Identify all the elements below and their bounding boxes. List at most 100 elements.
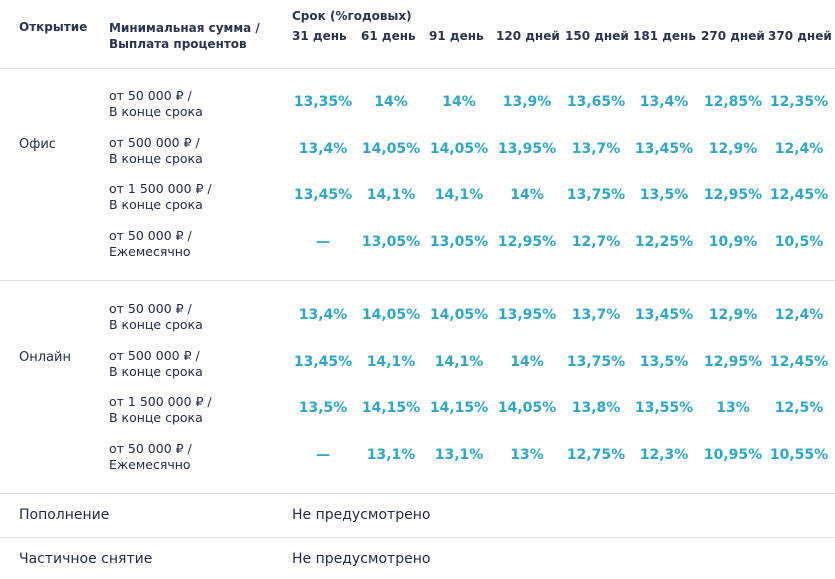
rate-cell: 14,05% (497, 400, 557, 416)
rate-cell: 14,1% (434, 353, 484, 370)
payout-type: В конце срока (109, 317, 203, 332)
term-header: 370 дней (768, 29, 832, 43)
rate-cell: 13,8% (571, 400, 621, 416)
rate-cell: 10,5% (774, 233, 824, 250)
term-header: 270 дней (701, 29, 765, 43)
rate-cell: 12,7% (571, 233, 621, 250)
payout-type: В конце срока (109, 104, 203, 119)
rate-cell: 14,1% (366, 353, 416, 370)
term-header: 61 день (361, 29, 416, 43)
rate-cell: 13,7% (571, 140, 621, 157)
rate-cell: 13,05% (429, 233, 489, 250)
rate-cell: 14,15% (429, 400, 489, 416)
rate-cell: 12,35% (769, 94, 829, 110)
partial-withdrawal-label: Частичное снятие (19, 551, 153, 567)
rate-cell: 13,4% (639, 94, 689, 110)
rate-cell: 12,95% (497, 233, 557, 250)
rate-cell: 14,1% (366, 187, 416, 203)
rate-cell: 12,95% (703, 187, 763, 203)
rate-cell: 12,45% (769, 353, 829, 370)
rate-cell: 12,85% (703, 94, 763, 110)
rate-cell: — (316, 233, 330, 250)
rate-cell: 12,25% (634, 233, 694, 250)
rate-cell: 10,95% (703, 446, 763, 463)
rate-cell: 13,65% (566, 94, 626, 110)
min-sum: от 50 000 ₽ / (109, 440, 192, 456)
payout-type: В конце срока (109, 363, 203, 379)
divider (0, 280, 835, 281)
rate-cell: 10,9% (708, 233, 758, 250)
rate-cell: 14,05% (361, 140, 421, 157)
rate-cell: 13,55% (634, 400, 694, 416)
min-sum: от 50 000 ₽ / (109, 88, 192, 103)
rate-cell: 12,4% (774, 307, 824, 323)
rate-cell: 13,45% (634, 307, 694, 323)
header-min-sum: Минимальная сумма / Выплата процентов (109, 20, 260, 52)
divider (0, 537, 835, 538)
rate-cell: 12,3% (639, 446, 689, 463)
condition-cell: от 50 000 ₽ / В конце срока (109, 301, 203, 333)
rate-cell: 13,05% (361, 233, 421, 250)
rate-cell: 12,4% (774, 140, 824, 157)
condition-cell: от 500 000 ₽ / В конце срока (109, 135, 203, 167)
rate-cell: 13,95% (497, 140, 557, 157)
divider (0, 68, 835, 69)
rate-cell: 13,45% (293, 187, 353, 203)
rate-cell: 12,9% (708, 140, 758, 157)
header-min-sum-line1: Минимальная сумма / (109, 21, 260, 35)
payout-type: Ежемесячно (109, 456, 191, 472)
min-sum: от 50 000 ₽ / (109, 301, 192, 316)
rate-cell: 13,5% (639, 353, 689, 370)
rate-cell: 14,05% (429, 140, 489, 157)
rate-cell: 14,1% (434, 187, 484, 203)
rate-cell: 13,4% (298, 307, 348, 323)
rate-cell: 13,45% (634, 140, 694, 157)
term-header: 181 день (633, 29, 696, 43)
condition-cell: от 1 500 000 ₽ / В конце срока (109, 394, 212, 426)
min-sum: от 50 000 ₽ / (109, 227, 192, 243)
rate-cell: 14% (510, 187, 544, 203)
term-header: 91 день (429, 29, 484, 43)
condition-cell: от 50 000 ₽ / Ежемесячно (109, 441, 192, 473)
header-min-sum-line2: Выплата процентов (109, 37, 247, 51)
payout-type: В конце срока (109, 197, 203, 212)
rate-cell: 13% (716, 400, 750, 416)
rate-cell: 13,1% (366, 446, 416, 463)
rate-cell: 13,75% (566, 187, 626, 203)
payout-type: В конце срока (109, 150, 203, 166)
condition-cell: от 1 500 000 ₽ / В конце срока (109, 181, 212, 213)
condition-cell: от 500 000 ₽ / В конце срока (109, 348, 203, 380)
replenishment-label: Пополнение (19, 507, 110, 523)
payout-type: Ежемесячно (109, 243, 191, 259)
group-label-office: Офис (19, 137, 56, 152)
min-sum: от 1 500 000 ₽ / (109, 394, 212, 409)
rate-cell: 14% (374, 94, 408, 110)
condition-cell: от 50 000 ₽ / Ежемесячно (109, 228, 192, 260)
min-sum: от 1 500 000 ₽ / (109, 181, 212, 196)
rate-cell: 14% (510, 353, 544, 370)
term-header: 31 день (292, 29, 347, 43)
rate-cell: 12,75% (566, 446, 626, 463)
rate-cell: 13,45% (293, 353, 353, 370)
rate-cell: 13,5% (639, 187, 689, 203)
rate-cell: 12,95% (703, 353, 763, 370)
divider (0, 493, 835, 494)
rate-cell: 13,35% (293, 94, 353, 110)
rate-cell: 14,05% (361, 307, 421, 323)
rate-cell: 13% (510, 446, 544, 463)
min-sum: от 500 000 ₽ / (109, 134, 200, 150)
rate-cell: 13,75% (566, 353, 626, 370)
min-sum: от 500 000 ₽ / (109, 347, 200, 363)
rate-cell: 14,05% (429, 307, 489, 323)
rate-cell: 13,95% (497, 307, 557, 323)
rate-cell: 12,45% (769, 187, 829, 203)
replenishment-value: Не предусмотрено (292, 507, 431, 523)
condition-cell: от 50 000 ₽ / В конце срока (109, 88, 203, 120)
rate-cell: 13,5% (298, 400, 348, 416)
group-label-online: Онлайн (19, 350, 71, 365)
rate-cell: 10,55% (769, 446, 829, 463)
rate-cell: 12,5% (774, 400, 824, 416)
rate-cell: 13,4% (298, 140, 348, 157)
rate-cell: 14% (442, 94, 476, 110)
term-header: 150 дней (565, 29, 629, 43)
